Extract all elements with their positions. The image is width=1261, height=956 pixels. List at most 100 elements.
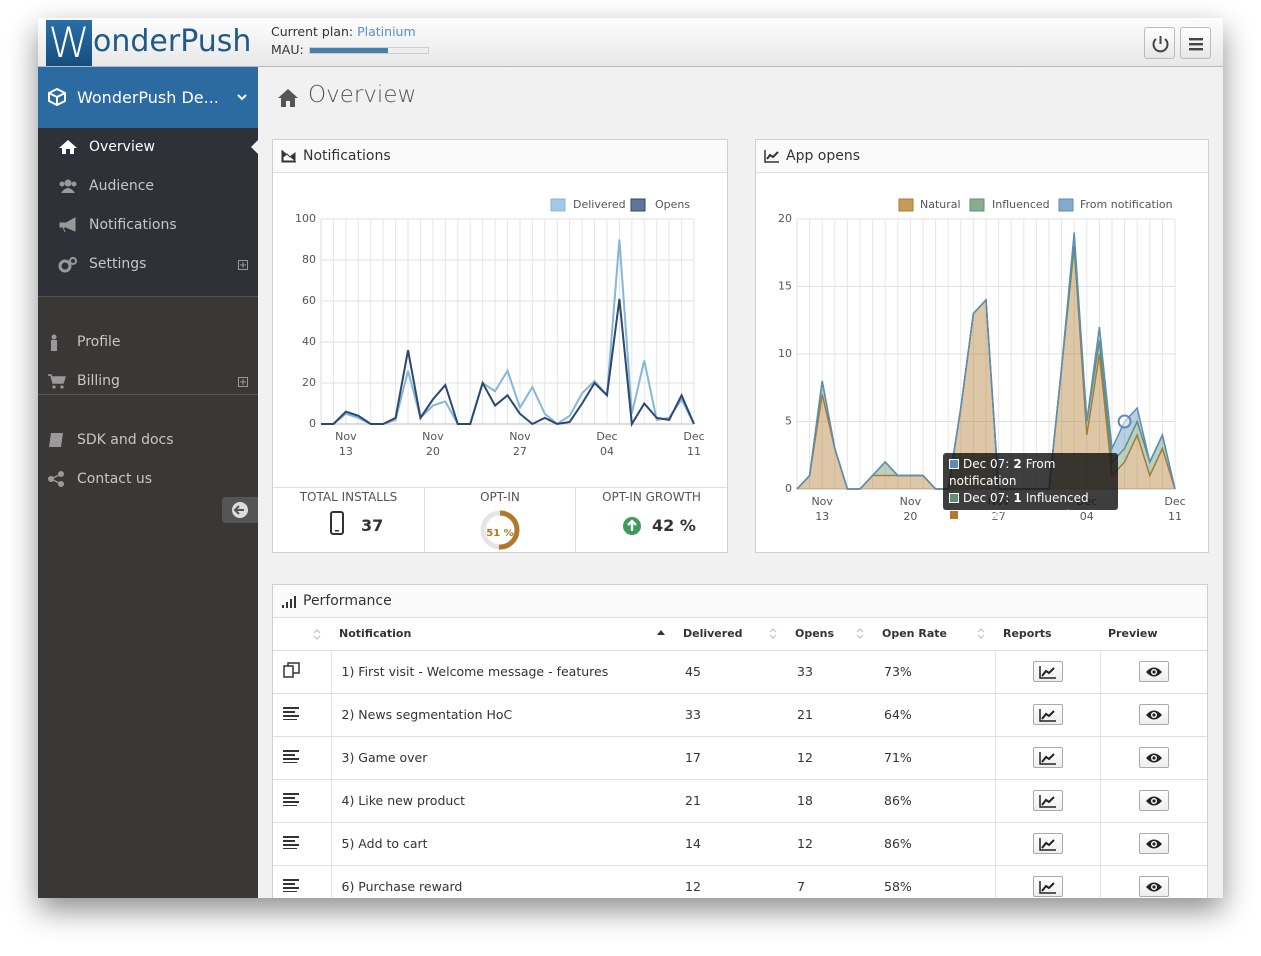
- panel-title: Performance: [303, 593, 392, 609]
- preview-button[interactable]: [1138, 661, 1169, 682]
- tooltip-date: Dec 07:: [963, 457, 1010, 471]
- legend-label[interactable]: Influenced: [992, 198, 1050, 211]
- legend-label[interactable]: Natural: [920, 198, 961, 211]
- table-cell: 71%: [874, 736, 995, 780]
- preview-button[interactable]: [1138, 704, 1169, 725]
- header-cell[interactable]: Delivered: [675, 618, 787, 651]
- menu-button[interactable]: [1180, 27, 1211, 59]
- legend-label[interactable]: Opens: [655, 198, 690, 211]
- cogs-icon: [58, 257, 77, 273]
- area-line: [796, 232, 1176, 490]
- menu-item[interactable]: Overview: [38, 128, 258, 167]
- menu-item[interactable]: SDK and docs: [38, 421, 258, 460]
- type-cell: [273, 779, 331, 823]
- report-icon: [1038, 795, 1056, 808]
- logout-button[interactable]: [1144, 27, 1175, 59]
- table-cell: 5) Add to cart: [330, 822, 675, 866]
- menu-item[interactable]: Billing: [38, 362, 258, 401]
- separator: [38, 296, 258, 297]
- project-selector[interactable]: WonderPush De...: [38, 67, 258, 128]
- y-tick-label: 20: [778, 212, 792, 225]
- header-label: Notification: [339, 627, 412, 641]
- preview-button[interactable]: [1138, 876, 1169, 897]
- menu-label: Profile: [77, 334, 121, 350]
- preview-button[interactable]: [1138, 833, 1169, 854]
- growth-icon: [623, 517, 641, 535]
- legend-swatch[interactable]: [898, 198, 914, 212]
- table-cell: 2) News segmentation HoC: [330, 693, 675, 737]
- tooltip-name: Natural: [1025, 508, 1070, 522]
- report-icon: [1038, 838, 1056, 851]
- table-cell: 6) Purchase reward: [330, 865, 675, 898]
- menu-label: SDK and docs: [77, 432, 174, 448]
- header-cell[interactable]: Reports: [995, 618, 1100, 651]
- header-cell[interactable]: Preview: [1100, 618, 1207, 651]
- panel-header: App opens: [756, 140, 1208, 173]
- reports-button[interactable]: [1032, 790, 1063, 811]
- eye-icon: [1145, 753, 1162, 763]
- table-cell: 33: [675, 693, 787, 737]
- reports-button[interactable]: [1032, 747, 1063, 768]
- page-title: Overview: [308, 82, 417, 108]
- menu-item[interactable]: Contact us: [38, 460, 258, 499]
- collapse-button[interactable]: [222, 497, 258, 523]
- book-icon: [49, 433, 63, 447]
- table-cell: 73%: [874, 650, 995, 694]
- sort-icon: [313, 629, 321, 640]
- reports-button[interactable]: [1032, 876, 1063, 897]
- eye-icon: [1145, 882, 1162, 892]
- legend-label[interactable]: Delivered: [573, 198, 626, 211]
- type-cell: [273, 822, 331, 866]
- menu-item[interactable]: Notifications: [38, 206, 258, 245]
- legend-swatch[interactable]: [969, 198, 985, 212]
- mau-bar: [309, 47, 429, 54]
- logo-text[interactable]: onderPush: [93, 24, 252, 59]
- reports-button[interactable]: [1032, 833, 1063, 854]
- legend-swatch[interactable]: [630, 198, 646, 212]
- header-cell[interactable]: Opens: [787, 618, 874, 651]
- table-cell: 12: [787, 822, 874, 866]
- menu-item[interactable]: Settings: [38, 245, 258, 284]
- project-name: WonderPush De...: [77, 88, 219, 107]
- preview-button[interactable]: [1138, 747, 1169, 768]
- eye-icon: [1145, 796, 1162, 806]
- y-tick-label: 5: [785, 415, 792, 428]
- reports-cell: [994, 736, 1100, 780]
- preview-cell: [1099, 650, 1207, 694]
- type-cell: [273, 736, 331, 780]
- type-icon: [283, 662, 300, 678]
- legend-label[interactable]: From notification: [1080, 198, 1173, 211]
- preview-button[interactable]: [1138, 790, 1169, 811]
- expand-icon: [238, 377, 248, 387]
- type-cell: [273, 650, 331, 694]
- table-row: 4) Like new product 21 18 86%: [273, 779, 1207, 823]
- header-cell[interactable]: Notification: [331, 618, 675, 651]
- menu-item[interactable]: Audience: [38, 167, 258, 206]
- table-row: 5) Add to cart 14 12 86%: [273, 822, 1207, 866]
- menu-label: Settings: [89, 256, 147, 272]
- reports-button[interactable]: [1032, 704, 1063, 725]
- menu-label: Billing: [77, 373, 120, 389]
- table-cell: 7: [787, 865, 874, 898]
- preview-cell: [1099, 779, 1207, 823]
- table-cell: 33: [787, 650, 874, 694]
- stat-label: OPT-IN GROWTH: [602, 490, 701, 504]
- reports-cell: [994, 779, 1100, 823]
- series-line: [321, 298, 695, 428]
- report-icon: [1038, 709, 1056, 722]
- logo-initial[interactable]: W: [46, 20, 92, 66]
- reports-button[interactable]: [1032, 661, 1063, 682]
- header-cell[interactable]: [273, 618, 331, 651]
- menu-item[interactable]: Profile: [38, 323, 258, 362]
- tooltip-value: 2: [1013, 457, 1022, 471]
- plan-label: Current plan:: [271, 24, 354, 39]
- stat-value: 37: [361, 516, 384, 535]
- legend-swatch[interactable]: [1058, 198, 1074, 212]
- legend-swatch[interactable]: [550, 198, 566, 212]
- type-icon: [283, 707, 299, 721]
- power-icon: [1152, 36, 1169, 53]
- header-cell[interactable]: Open Rate: [874, 618, 995, 651]
- eye-icon: [1145, 839, 1162, 849]
- plan-name[interactable]: Platinium: [357, 24, 416, 39]
